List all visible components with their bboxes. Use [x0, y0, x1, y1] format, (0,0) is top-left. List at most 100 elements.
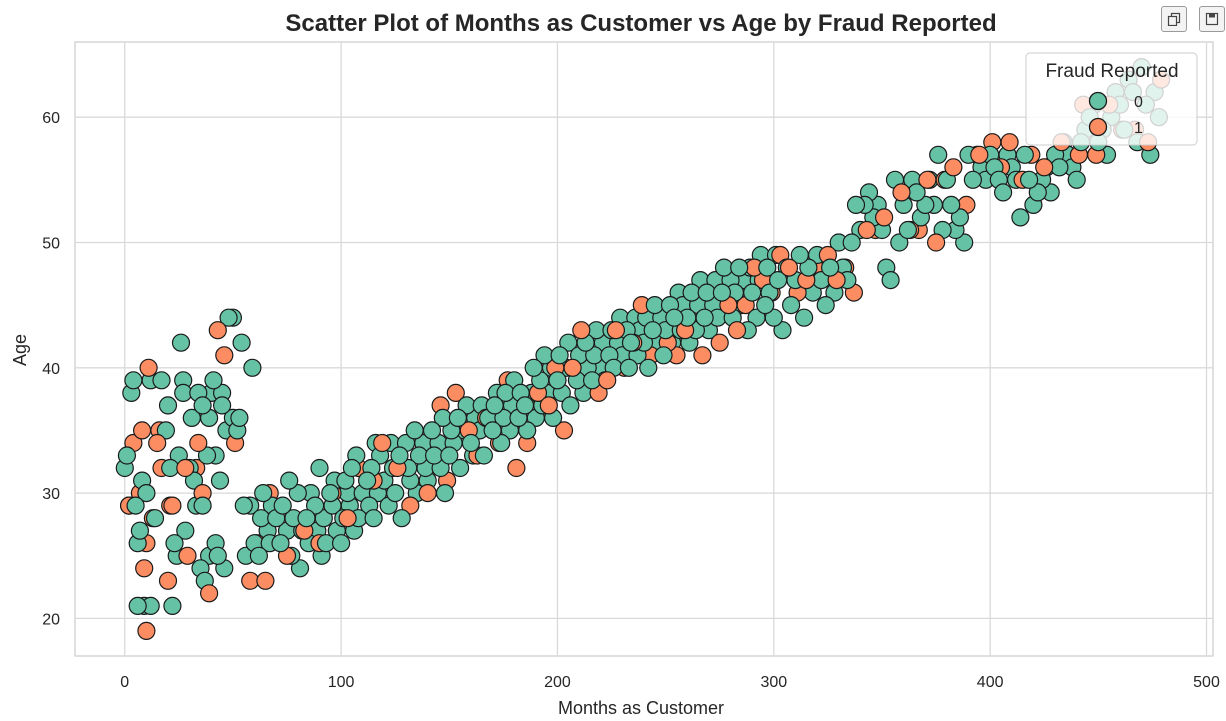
data-point-fraud-1: [401, 496, 420, 515]
data-point-fraud-0: [171, 333, 191, 352]
data-point-fraud-0: [208, 546, 227, 565]
data-point-fraud-0: [124, 371, 143, 390]
data-point-fraud-1: [163, 496, 182, 515]
data-point-fraud-0: [176, 521, 195, 540]
legend-box: [1025, 52, 1198, 146]
data-point-fraud-1: [189, 433, 208, 453]
x-tick-labels: 0 100 200 300 400 500: [120, 674, 1220, 691]
data-point-fraud-1: [1000, 133, 1019, 152]
data-point-fraud-0: [230, 408, 249, 427]
x-axis-label: Months as Customer: [558, 698, 724, 718]
y-tick-label: 40: [42, 361, 60, 378]
x-tick-label: 500: [1193, 674, 1220, 691]
legend-label-1: 1: [1134, 120, 1143, 137]
data-point-fraud-0: [425, 446, 444, 465]
y-tick-label: 30: [42, 486, 60, 503]
data-point-fraud-0: [621, 333, 641, 352]
x-tick-label: 100: [328, 674, 355, 691]
data-point-fraud-0: [193, 496, 212, 515]
data-point-fraud-1: [446, 383, 465, 402]
data-point-fraud-1: [779, 258, 799, 277]
data-point-fraud-0: [422, 421, 442, 440]
x-tick-label: 200: [544, 674, 571, 691]
data-point-fraud-0: [1067, 170, 1086, 189]
data-point-fraud-1: [554, 421, 574, 440]
data-point-fraud-0: [524, 358, 543, 377]
data-point-fraud-0: [232, 333, 251, 352]
data-point-fraud-0: [842, 233, 861, 252]
data-point-fraud-0: [794, 308, 814, 327]
data-point-fraud-0: [548, 371, 567, 390]
data-point-fraud-0: [758, 258, 777, 277]
data-point-fraud-0: [451, 458, 470, 478]
y-axis-label: Age: [10, 334, 30, 366]
data-point-fraud-0: [358, 471, 377, 490]
data-point-fraud-0: [130, 521, 149, 540]
y-tick-label: 60: [42, 110, 60, 127]
data-point-fraud-0: [712, 283, 732, 302]
save-icon: [1205, 12, 1219, 26]
data-point-fraud-0: [781, 296, 801, 315]
data-point-fraud-1: [918, 170, 937, 189]
data-point-fraud-1: [970, 145, 989, 164]
copy-button[interactable]: [1161, 6, 1187, 32]
data-point-fraud-0: [184, 471, 204, 490]
y-tick-labels: 20 30 40 50 60: [42, 110, 60, 628]
data-point-fraud-1: [176, 458, 195, 478]
data-point-fraud-1: [892, 183, 911, 202]
data-point-fraud-0: [643, 321, 662, 340]
data-point-fraud-0: [316, 534, 336, 553]
data-point-fraud-1: [135, 559, 154, 578]
data-point-fraud-1: [563, 358, 582, 377]
copy-icon: [1167, 12, 1181, 26]
data-point-fraud-0: [756, 296, 775, 315]
x-tick-label: 300: [760, 674, 787, 691]
data-point-fraud-0: [515, 396, 535, 415]
data-point-fraud-0: [197, 446, 217, 465]
data-point-fraud-1: [137, 621, 156, 641]
data-point-fraud-0: [158, 396, 178, 415]
data-point-fraud-1: [148, 433, 167, 453]
data-point-fraud-0: [210, 471, 230, 490]
data-point-fraud-0: [174, 383, 193, 402]
data-point-fraud-0: [474, 446, 493, 465]
data-point-fraud-0: [1019, 170, 1039, 189]
data-point-fraud-1: [338, 509, 357, 528]
save-button[interactable]: [1199, 6, 1225, 32]
data-point-fraud-0: [639, 358, 658, 377]
data-point-fraud-0: [743, 283, 762, 302]
data-point-fraud-0: [518, 421, 537, 440]
data-point-fraud-0: [963, 170, 983, 189]
data-point-fraud-1: [200, 584, 219, 603]
data-point-fraud-0: [386, 484, 405, 503]
data-point-fraud-0: [440, 446, 459, 465]
data-point-fraud-0: [448, 408, 467, 427]
data-point-fraud-0: [163, 596, 182, 616]
legend-marker-0: [1088, 91, 1108, 111]
x-tick-label: 400: [977, 674, 1004, 691]
data-point-fraud-1: [598, 371, 617, 390]
data-point-fraud-1: [539, 396, 558, 415]
legend-marker-1: [1088, 117, 1108, 137]
data-point-fraud-0: [1028, 183, 1047, 202]
data-point-fraud-1: [418, 484, 437, 503]
data-point-fraud-0: [485, 396, 504, 415]
data-point-fraud-0: [1015, 145, 1034, 164]
legend-label-0: 0: [1134, 94, 1143, 111]
x-tick-label: 0: [120, 674, 129, 691]
data-point-fraud-0: [773, 321, 792, 340]
data-point-fraud-0: [645, 296, 664, 315]
data-point-fraud-0: [993, 183, 1013, 202]
data-point-fraud-0: [682, 283, 701, 302]
data-point-fraud-1: [133, 421, 152, 440]
data-point-fraud-0: [730, 258, 749, 277]
data-point-fraud-0: [492, 433, 511, 453]
data-point-fraud-1: [178, 546, 197, 565]
data-point-fraud-0: [165, 534, 184, 553]
data-point-fraud-1: [874, 208, 894, 227]
data-point-fraud-0: [816, 296, 835, 315]
data-point-fraud-0: [654, 346, 673, 365]
data-point-fraud-1: [373, 433, 392, 453]
data-point-fraud-0: [916, 195, 935, 214]
